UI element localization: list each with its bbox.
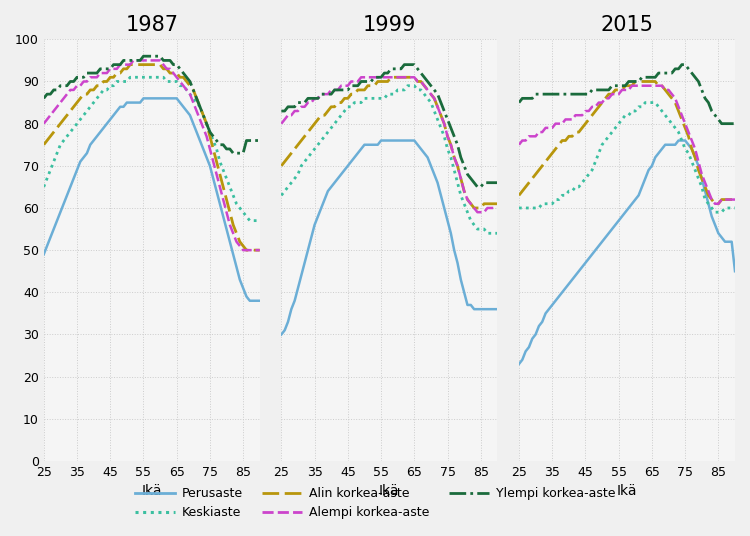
X-axis label: Ikä: Ikä	[379, 485, 400, 498]
X-axis label: Ikä: Ikä	[616, 485, 638, 498]
Title: 2015: 2015	[601, 15, 653, 35]
X-axis label: Ikä: Ikä	[142, 485, 162, 498]
Title: 1987: 1987	[125, 15, 178, 35]
Title: 1999: 1999	[363, 15, 416, 35]
Legend: Perusaste, Keskiaste, Alin korkea-aste, Alempi korkea-aste, Ylempi korkea-aste: Perusaste, Keskiaste, Alin korkea-aste, …	[130, 482, 620, 524]
